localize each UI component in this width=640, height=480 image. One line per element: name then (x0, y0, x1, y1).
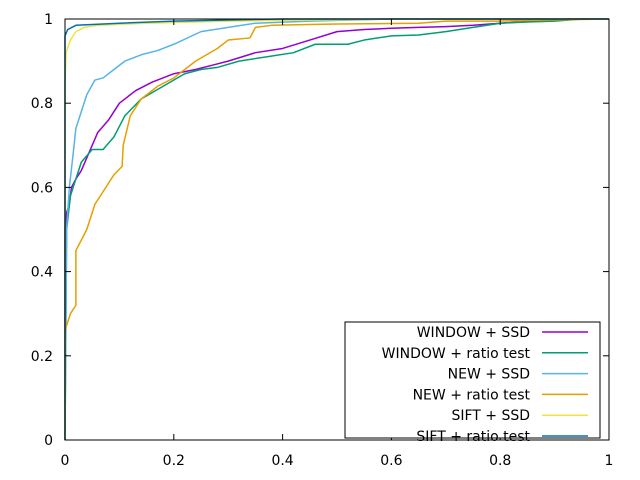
series-line-2 (64, 18, 609, 441)
x-tick-label-0: 0 (61, 453, 70, 469)
y-tick-label-3: 0.6 (31, 180, 53, 196)
x-tick-label-2: 0.4 (271, 453, 293, 469)
legend-label-3: NEW + ratio test (413, 387, 531, 403)
ticks-layer: 0 0.2 0.4 0.6 0.8 1 0 0.2 0.4 0.6 0.8 1 (31, 12, 614, 469)
legend-label-0: WINDOW + SSD (417, 325, 530, 341)
legend-box (344, 321, 601, 439)
y-tick-label-1: 0.2 (31, 349, 53, 365)
legend-label-5: SIFT + ratio test (416, 429, 530, 445)
y-tick-label-0: 0 (44, 433, 53, 449)
legend-label-1: WINDOW + ratio test (382, 346, 531, 362)
y-tick-label-5: 1 (44, 12, 53, 28)
y-tick-label-2: 0.4 (31, 265, 53, 281)
x-tick-label-1: 0.2 (163, 453, 185, 469)
plot-frame (64, 18, 610, 441)
series-line-1 (64, 18, 609, 441)
x-tick-label-5: 1 (605, 453, 614, 469)
legend-label-2: NEW + SSD (448, 367, 530, 383)
y-tick-label-4: 0.8 (31, 96, 53, 112)
x-tick-label-4: 0.8 (489, 453, 511, 469)
legend-label-4: SIFT + SSD (451, 408, 530, 424)
x-tick-label-3: 0.6 (380, 453, 402, 469)
legend: WINDOW + SSD WINDOW + ratio test NEW + SSD… (344, 321, 601, 445)
